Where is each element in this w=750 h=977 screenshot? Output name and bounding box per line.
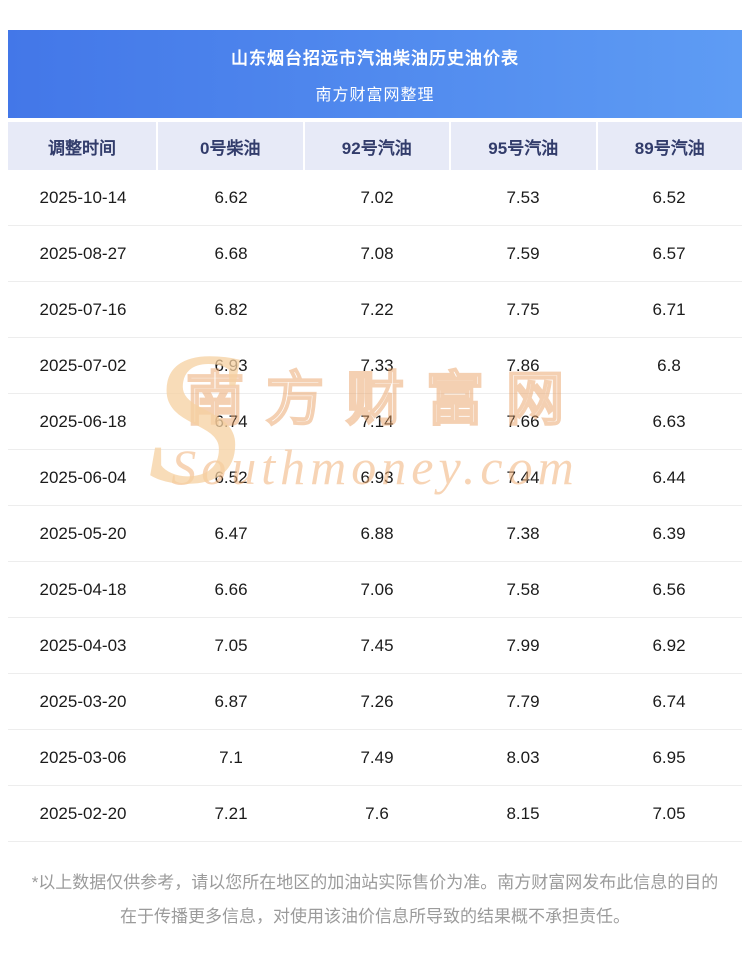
price-cell: 7.59 <box>506 243 540 263</box>
price-cell: 7.99 <box>506 635 540 655</box>
table-row: 2025-10-14 6.62 7.02 7.53 6.52 <box>8 170 742 226</box>
price-cell: 7.45 <box>360 635 394 655</box>
table-row: 2025-08-27 6.68 7.08 7.59 6.57 <box>8 226 742 282</box>
price-cell: 7.22 <box>360 299 394 319</box>
table-header-row: 调整时间 0号柴油 92号汽油 95号汽油 89号汽油 <box>8 122 742 170</box>
price-cell: 6.68 <box>214 243 248 263</box>
date-cell: 2025-07-02 <box>39 355 127 375</box>
table-row: 2025-04-18 6.66 7.06 7.58 6.56 <box>8 562 742 618</box>
price-cell: 7.02 <box>360 187 394 207</box>
date-cell: 2025-02-20 <box>39 803 127 823</box>
oil-price-page: 山东烟台招远市汽油柴油历史油价表 南方财富网整理 调整时间 0号柴油 92号汽油 95… <box>8 0 742 934</box>
price-cell: 8.03 <box>506 747 540 767</box>
price-cell: 6.63 <box>652 411 686 431</box>
table-body: 2025-10-14 6.62 7.02 7.53 6.52 2025-08-27 6.68… <box>8 170 742 842</box>
table-row: 2025-06-18 6.74 7.14 7.66 6.63 <box>8 394 742 450</box>
price-cell: 7.21 <box>214 803 248 823</box>
price-cell: 7.58 <box>506 579 540 599</box>
disclaimer-text: *以上数据仅供参考，请以您所在地区的加油站实际售价为准。南方财富网发布此信息的目… <box>31 873 719 926</box>
page-subtitle: 南方财富网整理 <box>315 86 435 104</box>
price-cell: 6.8 <box>657 355 681 375</box>
price-cell: 6.47 <box>214 523 248 543</box>
price-cell: 6.39 <box>652 523 686 543</box>
price-cell: 7.08 <box>360 243 394 263</box>
price-cell: 7.38 <box>506 523 540 543</box>
price-cell: 7.49 <box>360 747 394 767</box>
price-cell: 6.71 <box>652 299 686 319</box>
date-cell: 2025-08-27 <box>39 243 127 263</box>
table-row: 2025-07-16 6.82 7.22 7.75 6.71 <box>8 282 742 338</box>
date-cell: 2025-10-14 <box>39 187 127 207</box>
price-cell: 6.93 <box>360 467 394 487</box>
table-row: 2025-05-20 6.47 6.88 7.38 6.39 <box>8 506 742 562</box>
price-cell: 6.74 <box>214 411 248 431</box>
table-row: 2025-06-04 6.52 6.93 7.44 6.44 <box>8 450 742 506</box>
price-cell: 6.57 <box>652 243 686 263</box>
price-cell: 6.56 <box>652 579 686 599</box>
price-cell: 7.6 <box>365 803 389 823</box>
price-cell: 7.53 <box>506 187 540 207</box>
price-cell: 7.33 <box>360 355 394 375</box>
date-cell: 2025-03-20 <box>39 691 127 711</box>
table-row: 2025-04-03 7.05 7.45 7.99 6.92 <box>8 618 742 674</box>
price-cell: 6.52 <box>652 187 686 207</box>
column-header: 95号汽油 <box>451 122 598 170</box>
price-cell: 7.75 <box>506 299 540 319</box>
column-header: 调整时间 <box>8 122 158 170</box>
date-cell: 2025-04-03 <box>39 635 127 655</box>
price-cell: 7.05 <box>652 803 686 823</box>
date-cell: 2025-06-18 <box>39 411 127 431</box>
price-cell: 6.62 <box>214 187 248 207</box>
price-cell: 7.86 <box>506 355 540 375</box>
price-cell: 6.92 <box>652 635 686 655</box>
price-cell: 6.66 <box>214 579 248 599</box>
price-cell: 7.14 <box>360 411 394 431</box>
price-cell: 6.93 <box>214 355 248 375</box>
date-cell: 2025-04-18 <box>39 579 127 599</box>
date-cell: 2025-05-20 <box>39 523 127 543</box>
price-cell: 7.44 <box>506 467 540 487</box>
table-row: 2025-07-02 6.93 7.33 7.86 6.8 <box>8 338 742 394</box>
price-cell: 6.82 <box>214 299 248 319</box>
price-cell: 7.26 <box>360 691 394 711</box>
table-row: 2025-02-20 7.21 7.6 8.15 7.05 <box>8 786 742 842</box>
price-cell: 7.66 <box>506 411 540 431</box>
price-cell: 6.88 <box>360 523 394 543</box>
price-cell: 6.95 <box>652 747 686 767</box>
price-cell: 6.74 <box>652 691 686 711</box>
column-header: 89号汽油 <box>634 138 705 158</box>
price-cell: 7.79 <box>506 691 540 711</box>
date-cell: 2025-03-06 <box>39 747 127 767</box>
price-cell: 7.1 <box>219 747 243 767</box>
price-cell: 8.15 <box>506 803 540 823</box>
price-cell: 6.44 <box>652 467 686 487</box>
table-row: 2025-03-20 6.87 7.26 7.79 6.74 <box>8 674 742 730</box>
price-cell: 6.87 <box>214 691 248 711</box>
date-cell: 2025-06-04 <box>39 467 127 487</box>
date-cell: 2025-07-16 <box>39 299 127 319</box>
price-cell: 7.06 <box>360 579 394 599</box>
price-cell: 7.05 <box>214 635 248 655</box>
column-header: 92号汽油 <box>305 122 451 170</box>
price-cell: 6.52 <box>214 467 248 487</box>
title-banner: 山东烟台招远市汽油柴油历史油价表 南方财富网整理 <box>8 30 742 118</box>
table-row: 2025-03-06 7.1 7.49 8.03 6.95 <box>8 730 742 786</box>
column-header: 0号柴油 <box>158 122 305 170</box>
page-title: 山东烟台招远市汽油柴油历史油价表 <box>231 48 519 68</box>
